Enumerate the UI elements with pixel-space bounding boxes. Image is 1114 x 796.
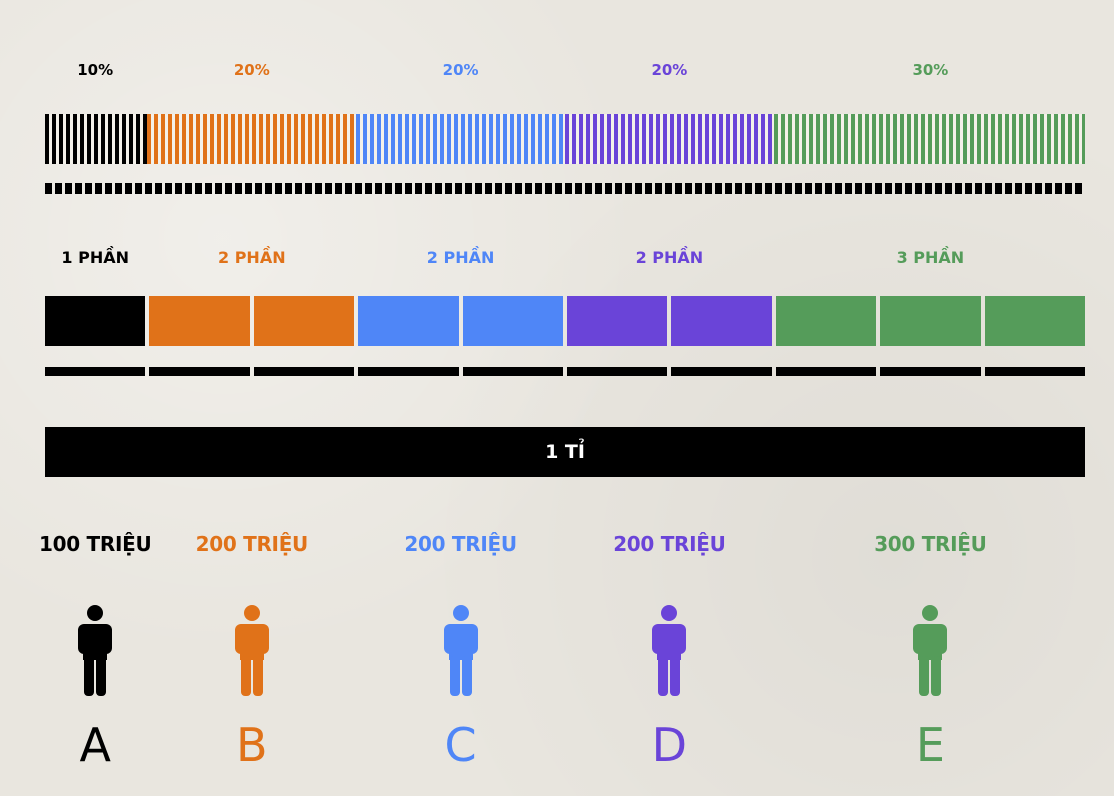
percentage-bar-d xyxy=(565,114,774,164)
part-underline xyxy=(253,367,355,376)
part-underline xyxy=(462,367,563,376)
person-icon xyxy=(233,604,271,696)
parts-label-b: 2 PHẦN xyxy=(218,248,286,267)
person-letter-a: A xyxy=(79,718,111,772)
person-icon xyxy=(442,604,480,696)
unit-scale-dashes xyxy=(45,183,1085,194)
percentage-label-d: 20% xyxy=(651,61,688,79)
parts-label-e: 3 PHẦN xyxy=(896,248,965,267)
part-block xyxy=(462,296,563,346)
amount-label-a: 100 TRIỆU xyxy=(38,532,152,556)
part-underline xyxy=(45,367,146,376)
amount-label-b: 200 TRIỆU xyxy=(195,532,309,556)
part-block xyxy=(253,296,355,346)
percentage-label-b: 20% xyxy=(233,61,270,79)
part-underline xyxy=(149,367,250,376)
percentage-bar-a xyxy=(45,114,148,164)
part-underline xyxy=(775,367,877,376)
total-bar: 1 TỈ xyxy=(45,427,1085,477)
part-block xyxy=(775,296,877,346)
person-letter-e: E xyxy=(915,718,945,772)
person-letter-b: B xyxy=(236,718,268,772)
part-block xyxy=(880,296,981,346)
total-label: 1 TỈ xyxy=(545,441,585,463)
percentage-bar-c xyxy=(356,114,565,164)
percentage-label-c: 20% xyxy=(442,61,479,79)
person-icon xyxy=(911,604,949,696)
percentage-label-e: 30% xyxy=(912,61,949,79)
part-block xyxy=(567,296,668,346)
part-underline xyxy=(567,367,668,376)
part-block xyxy=(358,296,459,346)
part-block xyxy=(671,296,772,346)
part-underline xyxy=(984,367,1085,376)
part-block xyxy=(45,296,146,346)
parts-label-d: 2 PHẦN xyxy=(635,248,704,267)
part-underline xyxy=(671,367,772,376)
amount-label-d: 200 TRIỆU xyxy=(613,532,726,556)
parts-label-c: 2 PHẦN xyxy=(426,248,495,267)
percentage-bar-b xyxy=(147,114,357,164)
amount-label-c: 200 TRIỆU xyxy=(404,532,517,556)
parts-label-a: 1 PHẦN xyxy=(61,248,129,267)
person-letter-c: C xyxy=(444,718,477,772)
part-block xyxy=(984,296,1085,346)
part-underline xyxy=(358,367,459,376)
person-icon xyxy=(650,604,688,696)
part-underline xyxy=(880,367,981,376)
percentage-bar-e xyxy=(773,114,1085,164)
person-letter-d: D xyxy=(651,718,688,772)
person-icon xyxy=(76,604,114,696)
amount-label-e: 300 TRIỆU xyxy=(874,532,987,556)
percentage-label-a: 10% xyxy=(77,61,114,79)
part-block xyxy=(149,296,250,346)
